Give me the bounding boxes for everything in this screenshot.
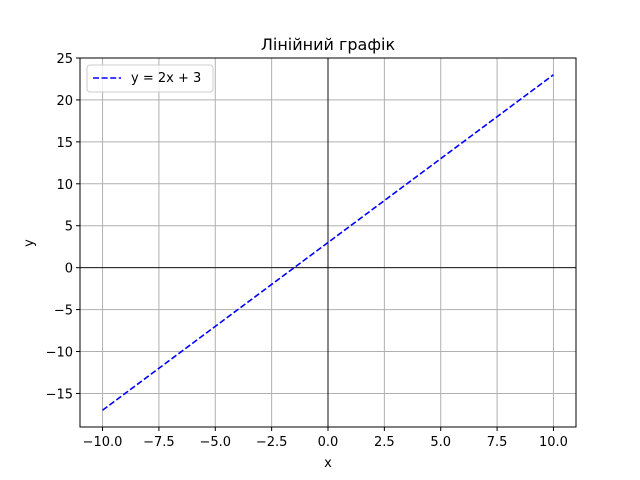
x-tick-label: 0.0	[318, 435, 339, 450]
x-tick-label: −7.5	[143, 435, 175, 450]
series-line	[102, 74, 554, 411]
x-tick-label: 5.0	[430, 435, 451, 450]
y-tick-label: 5	[65, 220, 73, 235]
y-tick-label: 25	[56, 52, 73, 67]
y-tick-label: −15	[46, 387, 73, 402]
x-tick-label: −2.5	[256, 435, 288, 450]
legend-box	[86, 64, 214, 93]
legend-label: y = 2x + 3	[131, 71, 201, 86]
x-axis-label: x	[324, 456, 332, 471]
x-tick-label: −5.0	[199, 435, 231, 450]
x-tick-label: −10.0	[83, 435, 123, 450]
y-tick-label: 20	[56, 94, 73, 109]
y-tick-label: 0	[65, 262, 73, 277]
x-tick-label: 7.5	[487, 435, 508, 450]
y-tick-label: −5	[54, 304, 73, 319]
series-layer	[102, 74, 554, 411]
legend: y = 2x + 3	[86, 64, 214, 93]
y-tick-label: 15	[56, 136, 73, 151]
chart-title: Лінійний графік	[261, 35, 396, 54]
y-tick-label: 10	[56, 178, 73, 193]
y-axis-label: y	[22, 239, 37, 247]
ticks: −10.0 −7.5 −5.0 −2.5 0.0 2.5 5.0 7.5 10.0 −15 −10 −…	[46, 52, 568, 450]
x-tick-label: 10.0	[539, 435, 568, 450]
x-tick-label: 2.5	[374, 435, 395, 450]
y-tick-label: −10	[46, 346, 73, 361]
